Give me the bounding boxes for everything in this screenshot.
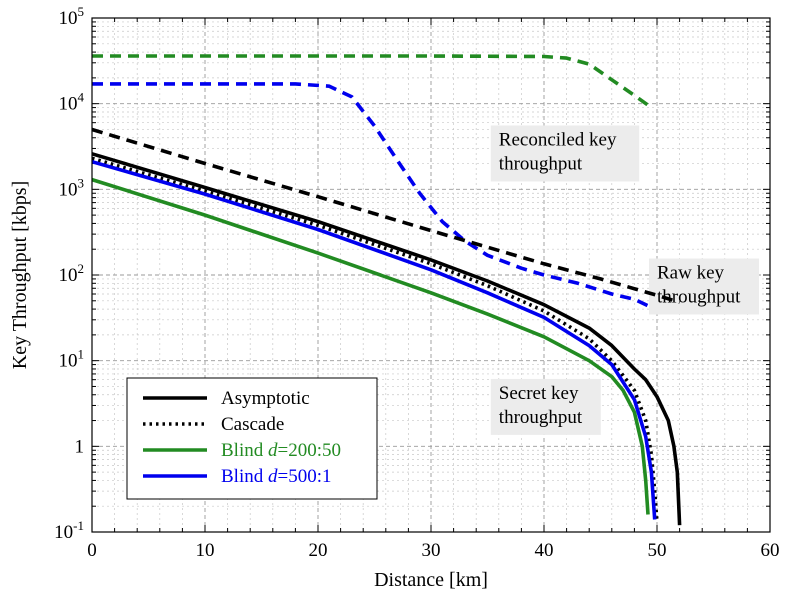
series-line-blind-d-200-50	[91, 177, 650, 515]
legend: Asymptotic Cascade Blind d=200:50 Blind d=5…	[126, 377, 378, 500]
y-tick-label: 1	[75, 436, 85, 457]
annotation-reconciled-text: Reconciled key	[499, 129, 617, 150]
x-tick-label: 60	[761, 540, 780, 561]
x-tick-labels: 0 10 20 30 40 50 60	[87, 540, 779, 561]
annotation-raw-text: Raw key	[657, 262, 725, 283]
annotation-raw-text: throughput	[657, 286, 741, 307]
series-line-asymptotic	[91, 152, 682, 526]
series-line-cascade	[91, 156, 659, 523]
legend-label: Blind d=200:50	[221, 440, 341, 461]
annotation-secret-text: Secret key	[499, 383, 579, 404]
series-line-reconciled-green	[92, 54, 653, 110]
x-tick-label: 20	[309, 540, 328, 561]
legend-label: Asymptotic	[221, 388, 310, 409]
legend-label: Blind d=500:1	[221, 466, 331, 487]
y-tick-label: 10-1	[54, 518, 84, 543]
series-line-raw	[91, 127, 681, 305]
y-tick-label: 104	[59, 90, 85, 115]
series-line-blind-d-500-1	[91, 159, 657, 520]
y-tick-label: 102	[59, 261, 85, 286]
annotation-secret-text: throughput	[499, 407, 583, 428]
series-line-reconciled-blue	[92, 82, 653, 309]
y-tick-label: 103	[59, 175, 85, 200]
y-tick-label: 101	[59, 347, 85, 372]
x-tick-label: 10	[196, 540, 215, 561]
series-lines	[91, 54, 682, 526]
annotation-secret-box	[490, 378, 601, 435]
y-tick-labels: 10-1 1 101 102 103 104 105	[54, 4, 84, 543]
x-tick-label: 0	[87, 540, 97, 561]
y-axis-label: Key Throughput [kbps]	[9, 181, 31, 370]
legend-label: Cascade	[221, 414, 284, 435]
annotation-reconciled-box	[490, 125, 640, 182]
plot-frame	[91, 17, 771, 533]
annotation-reconciled-text: throughput	[499, 153, 583, 174]
x-tick-label: 40	[535, 540, 554, 561]
y-tick-label: 105	[59, 4, 85, 29]
x-axis-label: Distance [km]	[374, 569, 488, 591]
x-tick-label: 30	[422, 540, 441, 561]
annotation-raw-box	[649, 258, 759, 315]
annotations: Reconciled key throughput Raw key throughpu…	[490, 125, 759, 435]
x-tick-label: 50	[648, 540, 667, 561]
